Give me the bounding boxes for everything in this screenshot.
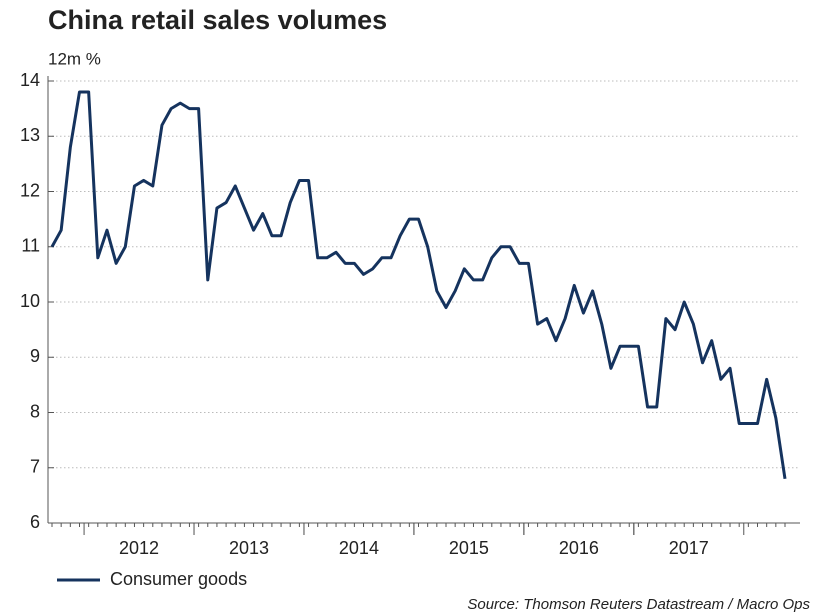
y-tick-label: 12: [20, 180, 40, 200]
y-tick-label: 6: [30, 512, 40, 532]
y-axis-label: 12m %: [48, 49, 101, 68]
chart-title: China retail sales volumes: [48, 5, 387, 35]
x-tick-label: 2014: [339, 538, 379, 558]
y-tick-label: 13: [20, 125, 40, 145]
legend-label: Consumer goods: [110, 569, 247, 589]
x-tick-label: 2016: [559, 538, 599, 558]
y-tick-label: 14: [20, 70, 40, 90]
y-tick-label: 7: [30, 457, 40, 477]
x-tick-label: 2013: [229, 538, 269, 558]
y-tick-label: 9: [30, 346, 40, 366]
line: [50, 90, 787, 480]
x-tick-label: 2012: [119, 538, 159, 558]
source: Source: Thomson Reuters Datastream / Mac…: [467, 596, 810, 613]
x-tick-label: 2017: [669, 538, 709, 558]
y-tick-label: 10: [20, 291, 40, 311]
y-tick-label: 11: [21, 236, 40, 256]
y-tick-label: 8: [30, 401, 40, 421]
x-tick-label: 2015: [449, 538, 489, 558]
